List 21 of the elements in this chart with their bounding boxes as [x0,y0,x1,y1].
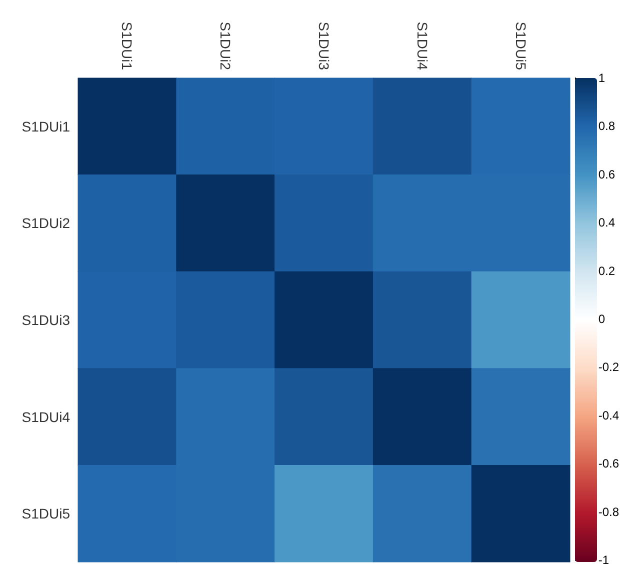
y-tick-label: S1DUi1 [22,118,70,134]
color-bar-label: 1 [598,71,606,85]
x-tick-label: S1DUi5 [512,22,529,70]
color-bar-label: 0.4 [598,216,616,230]
color-bar-label: 0.2 [598,264,616,278]
x-tick-label: S1DUi4 [414,22,430,70]
color-bar-label: -0.8 [598,504,620,519]
color-bar-label: 0 [598,312,606,326]
color-bar-label: -0.2 [598,360,620,374]
y-tick-label: S1DUi3 [22,312,70,328]
x-tick-label: S1DUi3 [316,22,332,70]
color-bar-label: 0.6 [598,167,616,182]
x-tick-label: S1DUi1 [119,22,136,70]
y-tick-label: S1DUi4 [22,408,70,425]
color-bar-label: 0.8 [598,119,616,134]
y-tick-label: S1DUi5 [22,506,70,522]
y-tick-label: S1DUi2 [22,215,70,232]
color-bar-label: -1 [598,553,610,566]
color-bar-label: -0.4 [598,408,620,422]
color-bar-label: -0.6 [598,456,620,471]
x-tick-label: S1DUi2 [218,22,234,70]
